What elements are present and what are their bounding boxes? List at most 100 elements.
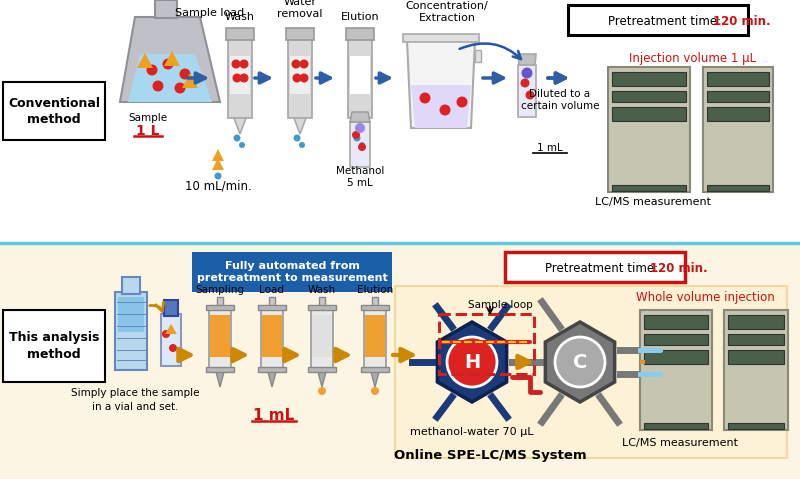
Bar xyxy=(724,310,788,430)
Text: Sampling: Sampling xyxy=(195,285,245,295)
Circle shape xyxy=(358,143,366,151)
Circle shape xyxy=(354,135,361,141)
Text: Methanol
5 mL: Methanol 5 mL xyxy=(336,166,384,188)
Polygon shape xyxy=(518,54,536,65)
Polygon shape xyxy=(216,372,224,387)
Text: Sample loop: Sample loop xyxy=(468,300,532,310)
Circle shape xyxy=(231,59,241,68)
Bar xyxy=(361,367,389,372)
Bar xyxy=(707,107,769,121)
Bar xyxy=(308,305,336,310)
Circle shape xyxy=(439,104,450,115)
Polygon shape xyxy=(212,149,224,161)
Bar xyxy=(308,367,336,372)
Text: Conventional
method: Conventional method xyxy=(8,96,100,125)
Bar xyxy=(364,307,386,372)
Polygon shape xyxy=(268,372,276,387)
Circle shape xyxy=(179,68,190,80)
Circle shape xyxy=(162,58,174,69)
Polygon shape xyxy=(212,158,224,170)
Bar xyxy=(644,423,708,429)
Bar xyxy=(0,0,800,242)
Bar xyxy=(518,65,536,117)
Bar xyxy=(612,185,686,191)
Polygon shape xyxy=(120,17,220,102)
Circle shape xyxy=(457,96,467,107)
Bar xyxy=(728,334,784,345)
Bar xyxy=(361,305,389,310)
Bar xyxy=(161,314,181,366)
Text: Wash: Wash xyxy=(225,12,255,22)
Bar xyxy=(728,350,784,364)
Polygon shape xyxy=(137,53,153,68)
Text: 1 mL: 1 mL xyxy=(537,143,563,153)
Bar xyxy=(155,0,177,18)
Circle shape xyxy=(294,135,301,141)
Bar xyxy=(728,315,784,329)
Text: C: C xyxy=(573,353,587,372)
Bar xyxy=(312,315,332,357)
Bar xyxy=(644,350,708,364)
Text: Pretreatment time:: Pretreatment time: xyxy=(545,262,658,274)
Circle shape xyxy=(174,82,186,93)
Bar xyxy=(228,38,252,118)
Text: 1 L: 1 L xyxy=(136,124,160,138)
Bar xyxy=(644,334,708,345)
Bar xyxy=(703,67,773,192)
Polygon shape xyxy=(350,112,370,122)
Circle shape xyxy=(234,135,241,141)
Circle shape xyxy=(299,73,309,82)
Polygon shape xyxy=(164,51,180,66)
Circle shape xyxy=(239,73,249,82)
Bar xyxy=(475,50,481,62)
Bar xyxy=(217,297,223,311)
Circle shape xyxy=(352,131,360,139)
Bar xyxy=(707,72,769,86)
Circle shape xyxy=(233,73,242,82)
Circle shape xyxy=(521,79,530,88)
Bar xyxy=(226,28,254,40)
Bar xyxy=(0,244,800,479)
Bar xyxy=(290,56,310,94)
Bar xyxy=(612,107,686,121)
Bar xyxy=(206,305,234,310)
Text: 10 mL/min.: 10 mL/min. xyxy=(185,180,251,193)
Text: 1 mL: 1 mL xyxy=(254,408,294,422)
Bar xyxy=(118,297,144,332)
Bar xyxy=(258,367,286,372)
Bar xyxy=(311,307,333,372)
Circle shape xyxy=(239,59,249,68)
Text: Sample: Sample xyxy=(129,113,167,123)
Bar xyxy=(644,315,708,329)
Bar xyxy=(209,307,231,372)
Text: Fully automated from
pretreatment to measurement: Fully automated from pretreatment to mea… xyxy=(197,261,387,283)
Circle shape xyxy=(299,142,305,148)
Polygon shape xyxy=(318,372,326,387)
Bar xyxy=(210,315,230,357)
Polygon shape xyxy=(165,324,177,334)
Circle shape xyxy=(555,337,605,387)
Circle shape xyxy=(447,337,497,387)
Text: Whole volume injection: Whole volume injection xyxy=(636,292,774,305)
Bar xyxy=(230,56,250,94)
Circle shape xyxy=(371,387,379,395)
Text: This analysis
method: This analysis method xyxy=(9,331,99,361)
Bar xyxy=(365,315,385,357)
Bar xyxy=(269,297,275,311)
Circle shape xyxy=(162,330,170,338)
Circle shape xyxy=(522,68,533,79)
Bar xyxy=(3,310,105,382)
Polygon shape xyxy=(546,322,614,402)
Polygon shape xyxy=(438,322,506,402)
Circle shape xyxy=(526,91,534,100)
Bar xyxy=(262,315,282,357)
Bar xyxy=(728,423,784,429)
Text: Water
removal: Water removal xyxy=(278,0,322,19)
Bar xyxy=(612,72,686,86)
Circle shape xyxy=(146,65,158,76)
Text: Simply place the sample
in a vial and set.: Simply place the sample in a vial and se… xyxy=(70,388,199,411)
Polygon shape xyxy=(411,85,471,128)
Text: H: H xyxy=(464,353,480,372)
Text: Concentration/
Extraction: Concentration/ Extraction xyxy=(406,1,488,23)
Bar xyxy=(192,252,392,292)
